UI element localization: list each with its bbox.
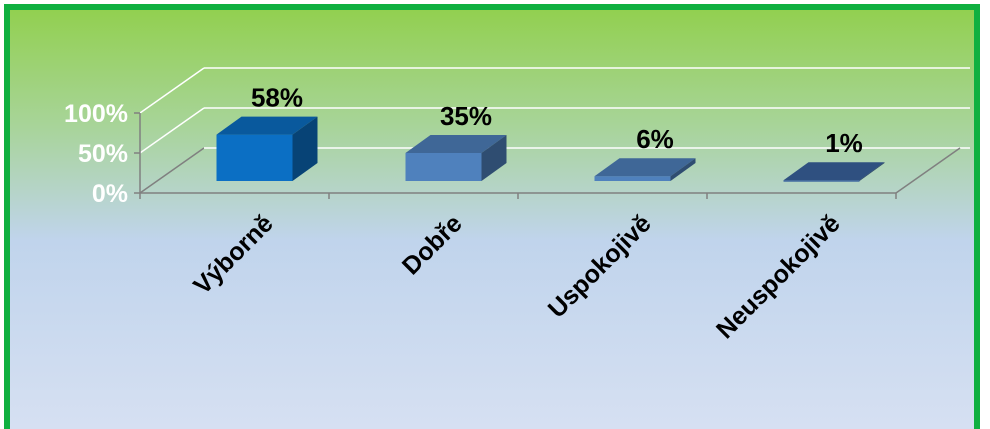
y-tick-label: 50% xyxy=(78,140,128,168)
data-label: 35% xyxy=(440,101,492,131)
bar-1 xyxy=(216,116,318,181)
y-tick-label: 0% xyxy=(92,180,128,208)
bar-side-face xyxy=(292,116,318,181)
chart-canvas: 0% 50% 100% 58% Výborně 35% Dobře 6% Uspokojivě 1… xyxy=(64,67,970,344)
bar-top-face xyxy=(216,116,318,135)
bar-top-face xyxy=(594,158,696,177)
category-label: Uspokojivě xyxy=(543,209,657,323)
gridline-diagonal-0 xyxy=(139,147,205,194)
gridline-diagonal-100 xyxy=(139,67,205,114)
bar-front-face xyxy=(783,180,860,182)
bar-side-face xyxy=(481,135,507,181)
bar-front-face xyxy=(405,153,482,181)
bar-side-face xyxy=(859,162,885,181)
bar-front-face xyxy=(216,134,293,181)
bar-front-face xyxy=(594,176,671,181)
bar-3 xyxy=(594,158,696,181)
bar-top-face xyxy=(405,135,507,153)
data-label: 6% xyxy=(636,124,674,154)
y-tick-label: 100% xyxy=(64,100,128,128)
chart-frame: 0% 50% 100% 58% Výborně 35% Dobře 6% Uspokojivě 1… xyxy=(4,4,980,429)
category-label: Neuspokojivě xyxy=(711,209,846,344)
category-label: Dobře xyxy=(397,209,468,280)
bar-4 xyxy=(783,162,885,182)
floor-right-edge xyxy=(895,147,961,194)
bar-top-face xyxy=(783,162,885,181)
data-label: 1% xyxy=(825,128,863,158)
bar-side-face xyxy=(670,158,696,181)
gridline-diagonal-50 xyxy=(139,107,205,154)
category-label: Výborně xyxy=(188,209,279,300)
data-label: 58% xyxy=(251,83,303,113)
bar-2 xyxy=(405,135,507,181)
